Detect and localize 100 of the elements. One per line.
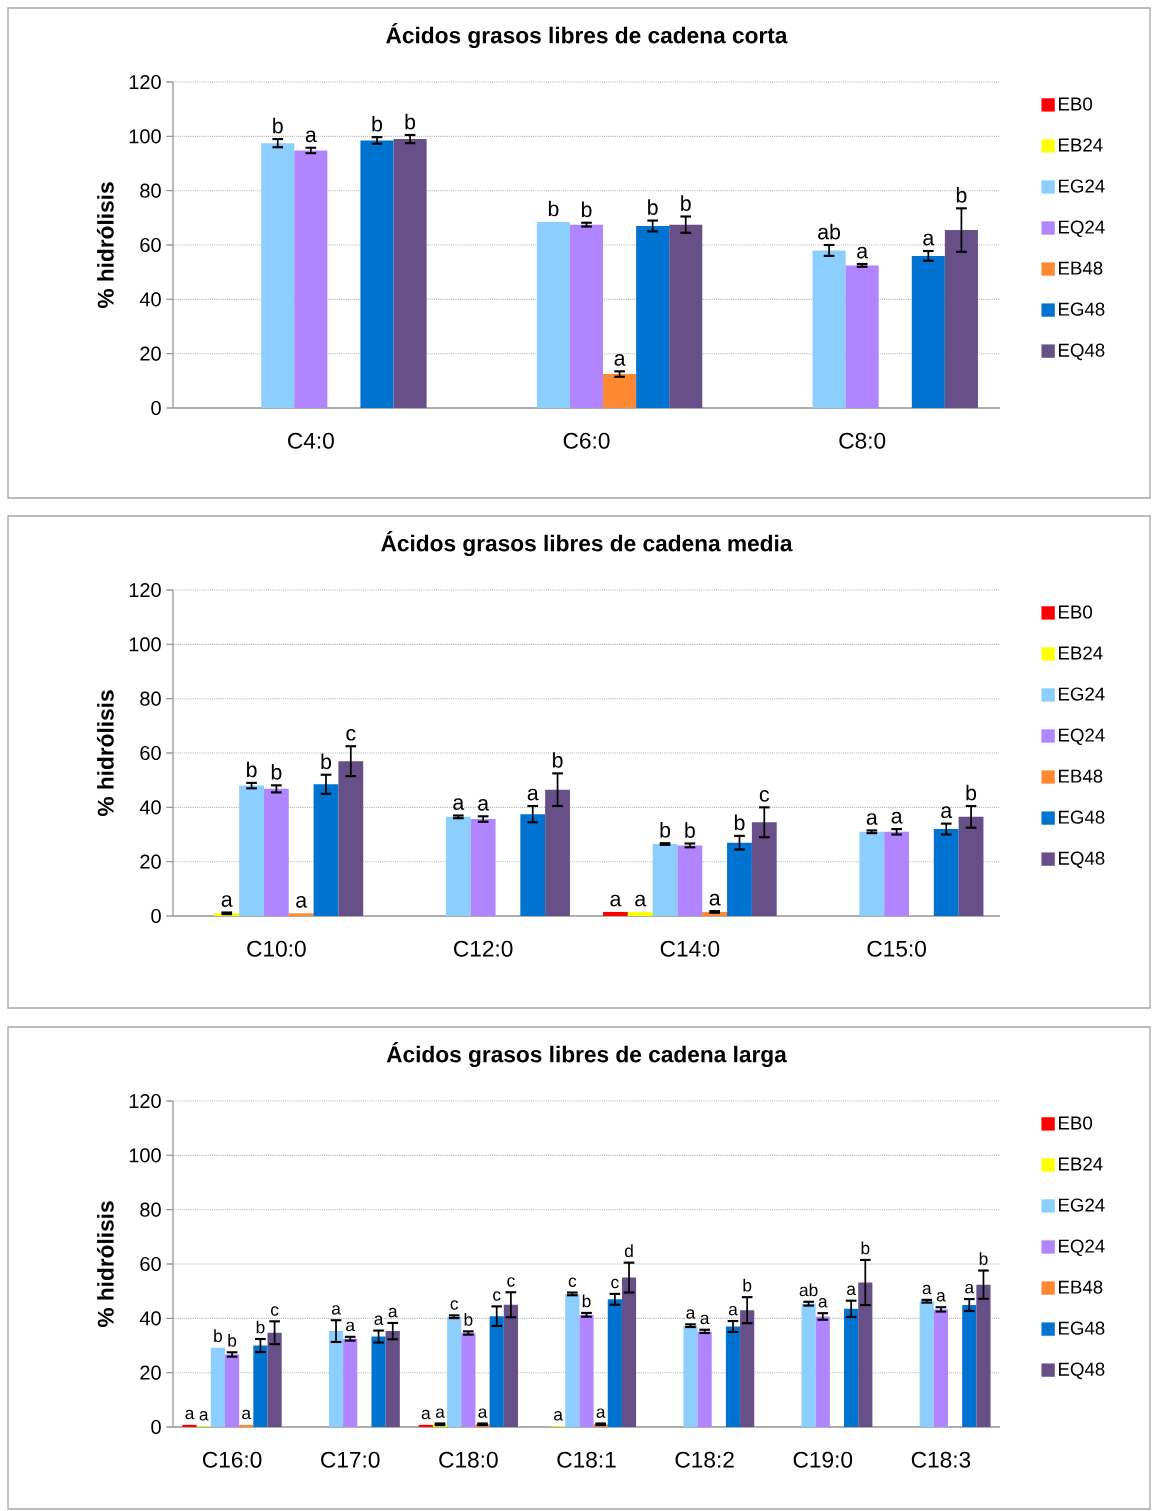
legend-label: EQ24 [1059, 220, 1105, 238]
bar [536, 221, 570, 409]
y-axis-title: % hidrólisis [96, 182, 114, 309]
data-label: a [857, 246, 869, 259]
bar [740, 1310, 755, 1428]
legend-label: EG48 [1059, 810, 1105, 824]
bar [669, 224, 703, 409]
legend-label: EG48 [1059, 1321, 1105, 1335]
bar [385, 1331, 400, 1428]
y-tick-label: 100 [129, 637, 161, 652]
x-tick-label: C10:0 [247, 940, 306, 957]
bar [224, 1354, 240, 1428]
bar [603, 911, 628, 917]
data-label: b [228, 1333, 237, 1347]
bar [652, 844, 678, 917]
bar [182, 1424, 197, 1428]
data-label: a [610, 894, 622, 907]
bar [751, 822, 777, 917]
legend-label: EQ24 [1059, 728, 1105, 746]
bar [933, 829, 959, 917]
y-tick-label: 80 [140, 691, 161, 706]
data-label: a [242, 1409, 252, 1420]
bar [815, 1316, 830, 1428]
data-label: b [648, 199, 658, 215]
data-label: a [614, 354, 626, 366]
y-tick-label: 60 [140, 237, 161, 253]
bar [239, 785, 264, 917]
data-label: b [214, 1329, 222, 1343]
x-tick-label: C18:0 [439, 1451, 498, 1468]
data-label: b [548, 200, 559, 217]
bar [445, 816, 471, 917]
legend-label: EB0 [1059, 1116, 1093, 1130]
bar [962, 1305, 977, 1428]
legend-label: EB0 [1059, 97, 1093, 111]
legend-label: EB48 [1059, 1280, 1103, 1294]
data-label: a [346, 1321, 356, 1332]
bar [418, 1424, 433, 1428]
y-tick-label: 0 [151, 1419, 161, 1435]
bar [812, 250, 846, 409]
data-label: c [450, 1300, 459, 1310]
legend-label: EG24 [1059, 1198, 1105, 1212]
data-label: c [493, 1291, 501, 1301]
legend-label: EB0 [1059, 605, 1093, 619]
bar [579, 1314, 594, 1428]
bar [958, 816, 984, 917]
y-tick-label: 0 [151, 908, 161, 924]
bar [263, 788, 289, 917]
data-label: a [331, 1305, 341, 1315]
legend-label: EB24 [1059, 1157, 1103, 1171]
data-label: b [966, 784, 977, 801]
data-label: ab [799, 1283, 818, 1297]
legend-label: EB48 [1059, 769, 1103, 783]
data-label: a [435, 1408, 445, 1418]
bar [360, 140, 394, 409]
data-label: a [965, 1283, 975, 1294]
data-label: a [700, 1314, 710, 1325]
bar [607, 1299, 622, 1428]
bar [677, 845, 703, 917]
data-label: a [941, 806, 953, 819]
data-label: b [979, 1252, 988, 1265]
x-tick-label: C18:1 [557, 1451, 616, 1468]
data-label: c [507, 1277, 515, 1287]
bar [470, 819, 496, 917]
y-tick-label: 60 [140, 1256, 161, 1272]
bar [489, 1316, 504, 1428]
data-label: b [582, 1294, 591, 1308]
x-tick-label: C6:0 [563, 432, 610, 449]
data-label: a [709, 893, 721, 906]
bar [933, 1309, 949, 1428]
y-tick-label: 60 [140, 745, 161, 761]
data-label: d [624, 1244, 633, 1258]
y-tick-label: 120 [129, 74, 161, 90]
data-label: a [421, 1409, 431, 1420]
y-tick-label: 20 [140, 854, 161, 869]
data-label: a [936, 1292, 946, 1302]
y-tick-label: 100 [129, 129, 161, 144]
bar [461, 1333, 476, 1428]
data-label: a [374, 1315, 384, 1325]
bar [976, 1284, 991, 1428]
data-label: a [922, 1284, 932, 1295]
data-label: a [635, 894, 647, 907]
y-tick-label: 40 [139, 1311, 161, 1326]
y-tick-label: 80 [140, 1202, 161, 1217]
chart-title: Ácidos grasos libres de cadena larga [386, 1042, 787, 1067]
x-tick-label: C8:0 [839, 432, 886, 449]
bar [294, 150, 328, 409]
bar [313, 784, 339, 917]
bar [844, 1308, 859, 1428]
data-label: b [956, 187, 967, 203]
bar [621, 1277, 637, 1428]
legend-label: EQ24 [1059, 1239, 1105, 1257]
data-label: c [568, 1277, 577, 1287]
y-axis-title: % hidrólisis [96, 690, 114, 817]
data-label: a [923, 233, 935, 246]
data-label: a [199, 1411, 209, 1421]
bar [447, 1316, 462, 1428]
data-label: a [221, 895, 233, 907]
data-label: a [185, 1409, 195, 1420]
legend-label: EQ48 [1059, 1362, 1105, 1380]
bar [569, 224, 604, 409]
